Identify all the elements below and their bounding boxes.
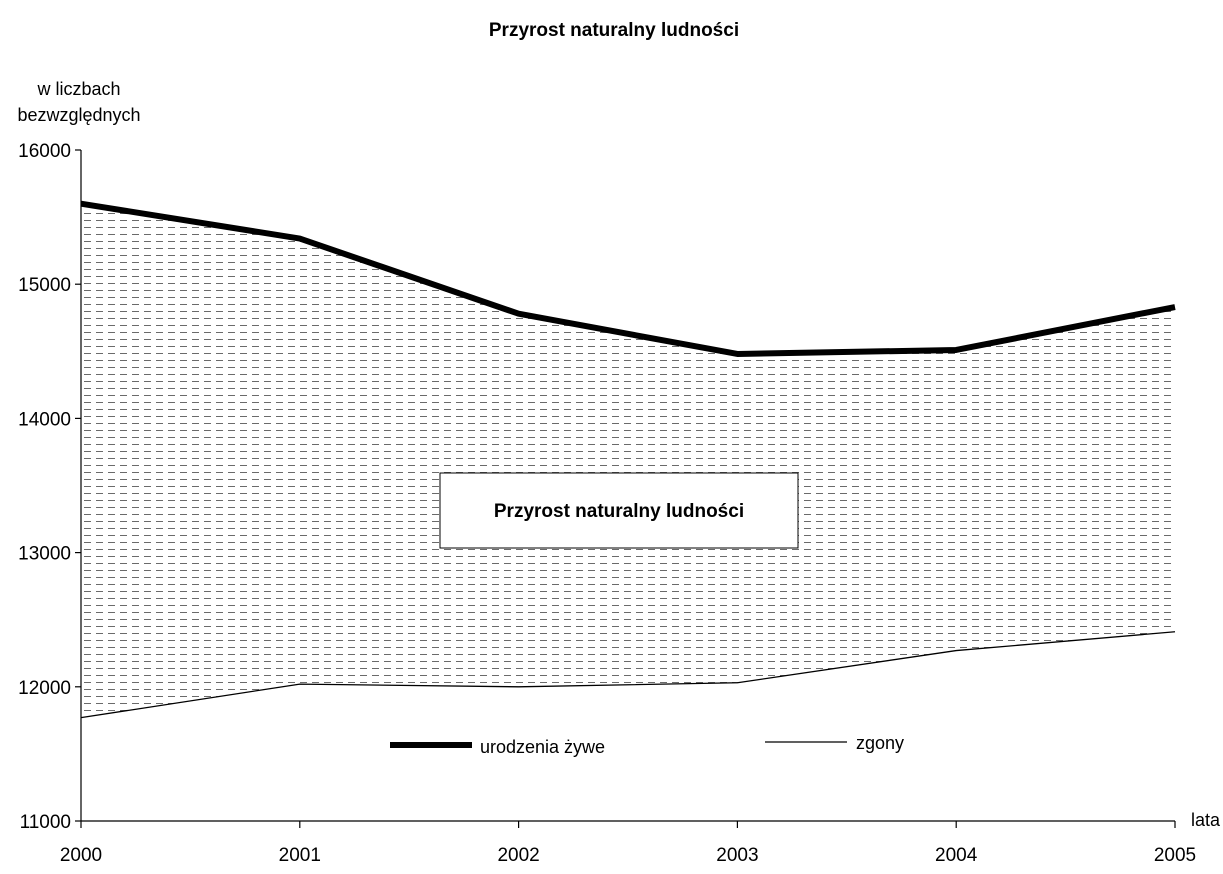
y-tick-label-12000: 12000	[18, 678, 71, 699]
y-tick-label-16000: 16000	[18, 141, 71, 162]
axes: 11000 12000 13000 14000 15000 16000 2000 2001 20…	[18, 141, 1196, 866]
y-tick-label-13000: 13000	[18, 544, 71, 565]
natural-increase-area	[81, 203, 1175, 718]
x-tick-label-2002: 2002	[497, 845, 539, 866]
series-line-deaths	[80, 631, 1176, 719]
x-tick-label-2000: 2000	[60, 845, 102, 866]
legend-label-births: urodzenia żywe	[480, 737, 605, 757]
area-label-text: Przyrost naturalny ludności	[494, 501, 744, 522]
y-tick-label-11000: 11000	[20, 812, 71, 833]
y-axis-label-line2: bezwzględnych	[17, 105, 140, 125]
legend-label-deaths: zgony	[856, 733, 904, 753]
series-line-births	[80, 200, 1176, 357]
plot-area	[80, 200, 1176, 719]
x-tick-label-2004: 2004	[935, 845, 978, 866]
area-label-box: Przyrost naturalny ludności	[439, 472, 799, 549]
x-tick-label-2003: 2003	[716, 845, 758, 866]
y-tick-label-14000: 14000	[18, 409, 71, 430]
x-tick-label-2005: 2005	[1154, 845, 1196, 866]
legend: urodzenia żywe zgony	[390, 733, 904, 757]
chart-title: Przyrost naturalny ludności	[489, 20, 739, 41]
y-axis-label-line1: w liczbach	[36, 79, 120, 99]
x-tick-label-2001: 2001	[279, 845, 321, 866]
x-axis-label: lata	[1191, 810, 1221, 830]
y-tick-label-15000: 15000	[18, 275, 71, 296]
